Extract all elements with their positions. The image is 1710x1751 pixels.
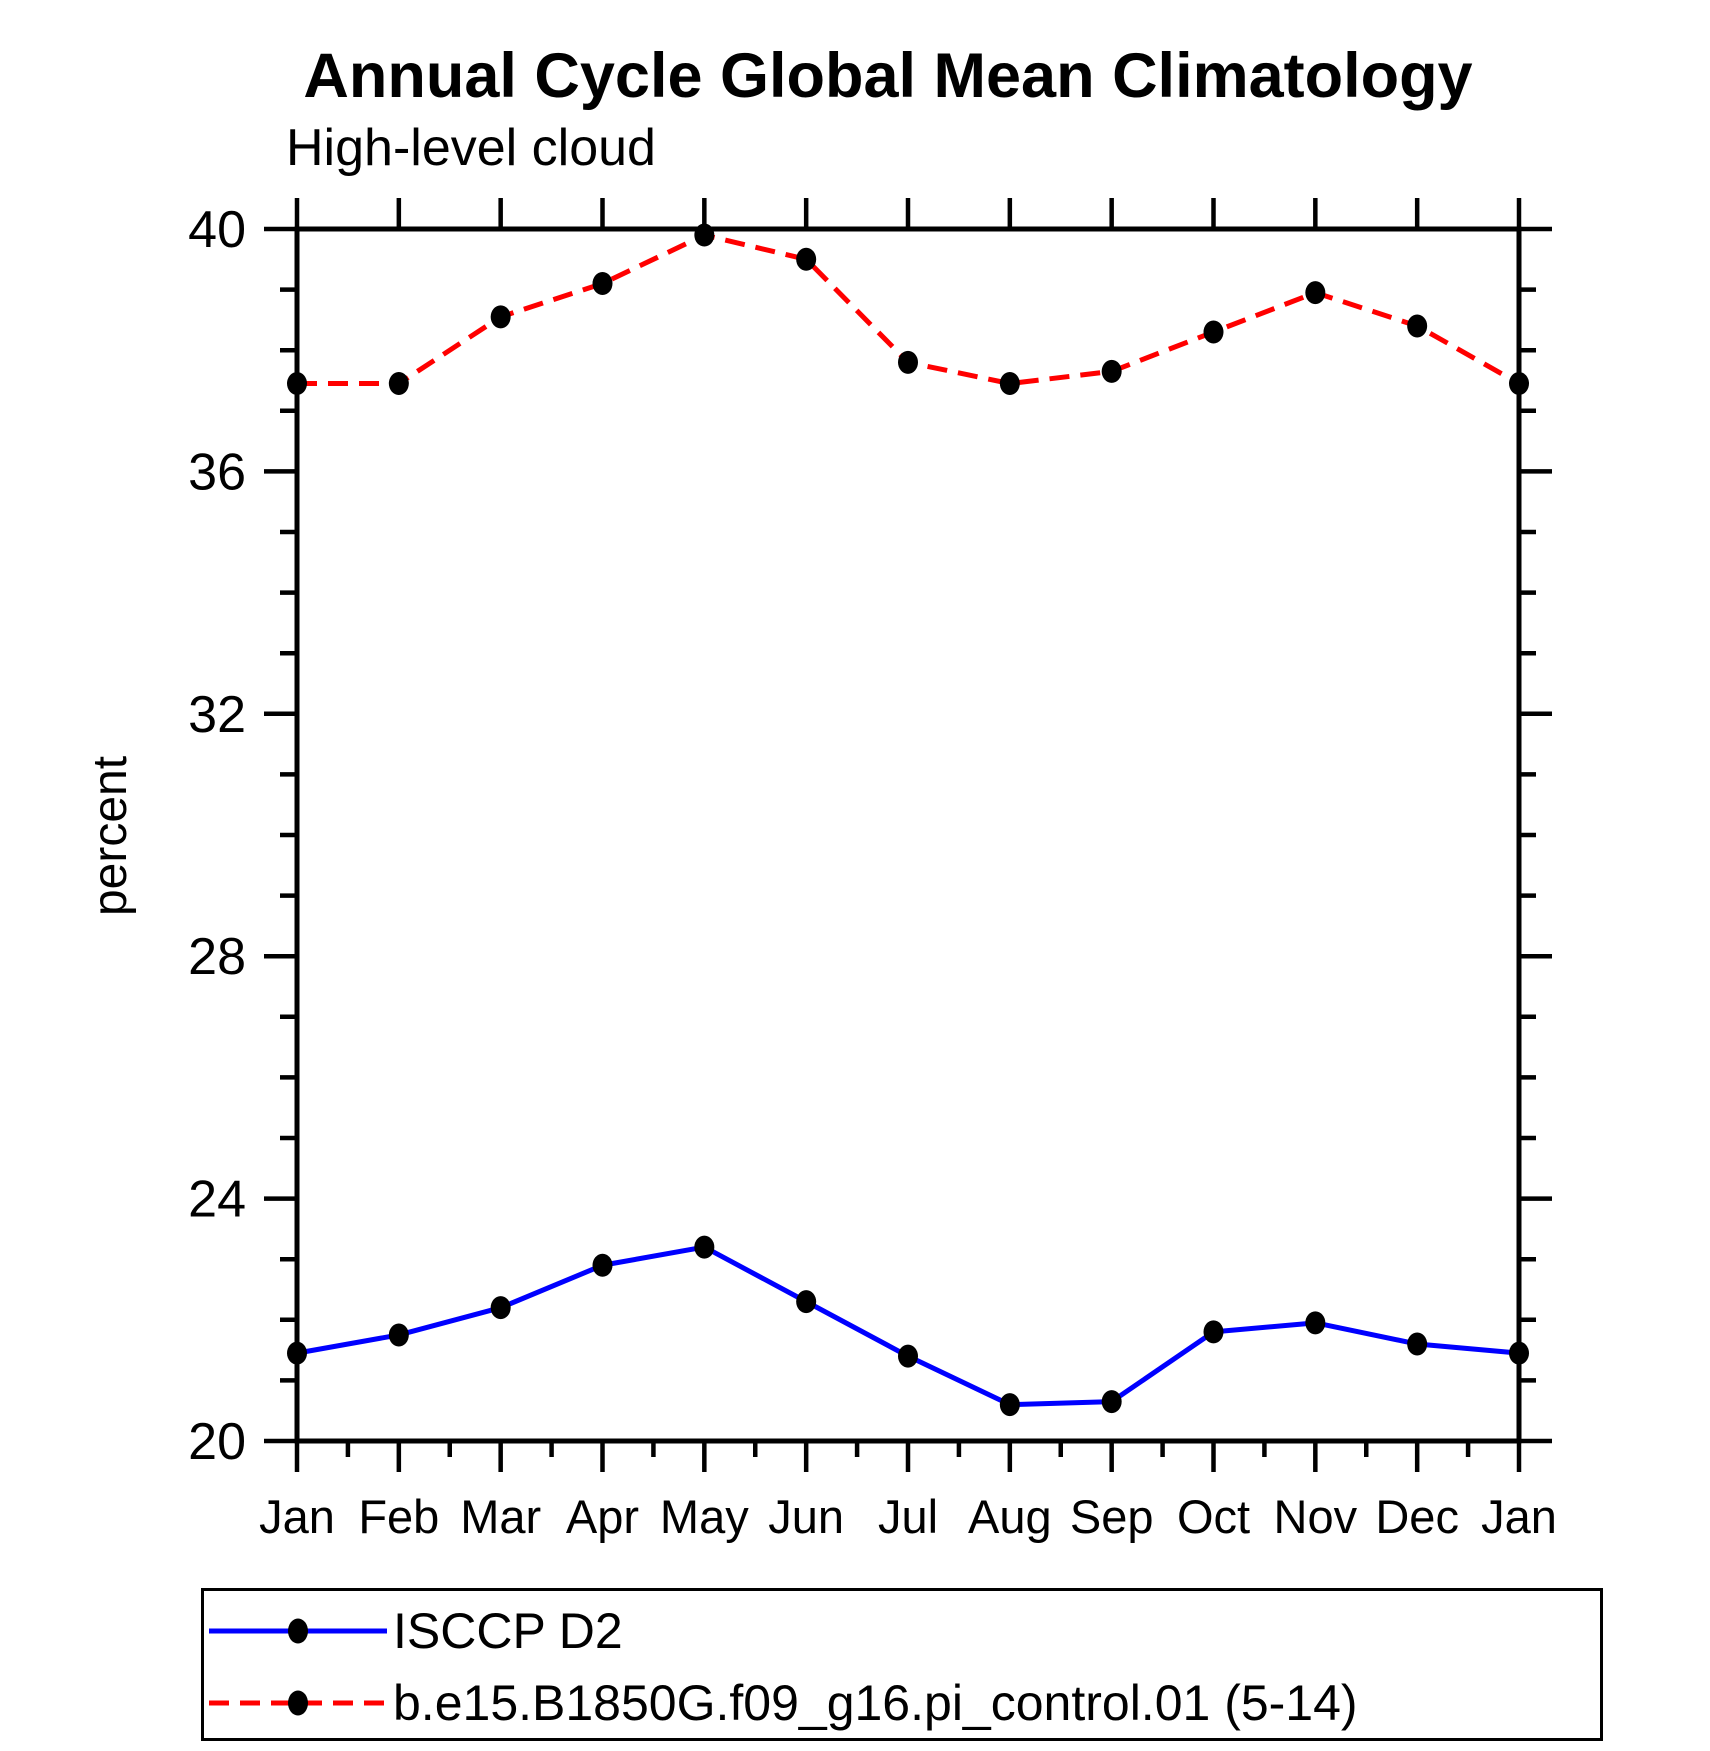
- data-point-mar-s0: [490, 1296, 511, 1320]
- legend-label-isccp-d2: ISCCP D2: [393, 1603, 623, 1659]
- legend-sample-solid-line: [209, 1618, 387, 1644]
- data-point-jan-s1: [287, 372, 307, 396]
- chart-subtitle: High-level cloud: [286, 119, 656, 177]
- y-tick-label: 40: [188, 201, 246, 259]
- data-point-jan-s0: [1509, 1341, 1529, 1365]
- data-point-aug-s0: [999, 1393, 1020, 1417]
- series-isccp-d2: [287, 1235, 1529, 1417]
- y-tick-label: 20: [188, 1413, 246, 1471]
- x-tick-label: Nov: [1274, 1490, 1358, 1543]
- x-tick-label: May: [660, 1490, 749, 1543]
- data-point-mar-s1: [490, 305, 511, 329]
- data-point-dec-s1: [1407, 314, 1428, 338]
- data-point-apr-s0: [592, 1253, 613, 1277]
- legend-marker-icon: [288, 1618, 308, 1644]
- y-axis-label: percent: [84, 756, 137, 916]
- data-point-nov-s1: [1305, 281, 1326, 305]
- data-point-jan-s1: [1509, 372, 1529, 396]
- legend: ISCCP D2 b.e15.B1850G.f09_g16.pi_control…: [201, 1588, 1603, 1741]
- data-point-oct-s1: [1203, 320, 1224, 344]
- data-point-jul-s0: [898, 1344, 918, 1368]
- x-tick-label: Aug: [968, 1490, 1052, 1543]
- data-point-oct-s0: [1203, 1320, 1224, 1344]
- series-line: [296, 1244, 1520, 1408]
- data-point-sep-s0: [1101, 1390, 1122, 1414]
- y-tick-label: 28: [188, 928, 246, 986]
- x-tick-label: Oct: [1177, 1490, 1250, 1543]
- x-tick-label: Mar: [460, 1490, 541, 1543]
- data-point-jun-s0: [796, 1290, 817, 1314]
- y-tick-label: 36: [188, 443, 246, 501]
- data-point-nov-s0: [1305, 1311, 1326, 1335]
- data-point-dec-s0: [1407, 1332, 1428, 1356]
- x-tick-label: Jan: [1481, 1490, 1557, 1543]
- x-tick-label: Sep: [1070, 1490, 1154, 1543]
- data-point-jul-s1: [898, 350, 918, 374]
- plot-box-spines: [294, 226, 1522, 1444]
- data-point-jun-s1: [796, 247, 817, 271]
- x-tick-label: Jul: [878, 1490, 938, 1543]
- x-tick-label: Dec: [1375, 1490, 1459, 1543]
- legend-entry-model: b.e15.B1850G.f09_g16.pi_control.01 (5-14…: [206, 1675, 1358, 1731]
- data-point-feb-s0: [388, 1323, 409, 1347]
- y-tick-label: 32: [188, 686, 246, 744]
- x-tick-label: Jan: [259, 1490, 335, 1543]
- series-b-e15-b1850g-f09-g16-pi-contro: [287, 223, 1529, 396]
- legend-label-model: b.e15.B1850G.f09_g16.pi_control.01 (5-14…: [393, 1675, 1358, 1731]
- data-point-may-s1: [694, 223, 715, 247]
- data-point-sep-s1: [1101, 359, 1122, 383]
- chart-title: Annual Cycle Global Mean Climatology: [303, 41, 1473, 111]
- data-point-jan-s0: [287, 1341, 307, 1365]
- x-tick-label: Feb: [358, 1490, 439, 1543]
- x-tick-label: Jun: [768, 1490, 844, 1543]
- legend-entry-isccp-d2: ISCCP D2: [206, 1603, 623, 1659]
- x-tick-label: Apr: [566, 1490, 639, 1543]
- data-point-apr-s1: [592, 272, 613, 296]
- data-point-aug-s1: [999, 372, 1020, 396]
- legend-marker-icon: [288, 1690, 308, 1716]
- y-tick-label: 24: [188, 1171, 246, 1229]
- axes: 20 24 28 32 36 40 Jan Feb Mar Apr May Jun Jul Aug Sep O…: [84, 198, 1557, 1543]
- data-point-feb-s1: [388, 372, 409, 396]
- legend-sample-dashed-line: [209, 1690, 387, 1716]
- data-point-may-s0: [694, 1235, 715, 1259]
